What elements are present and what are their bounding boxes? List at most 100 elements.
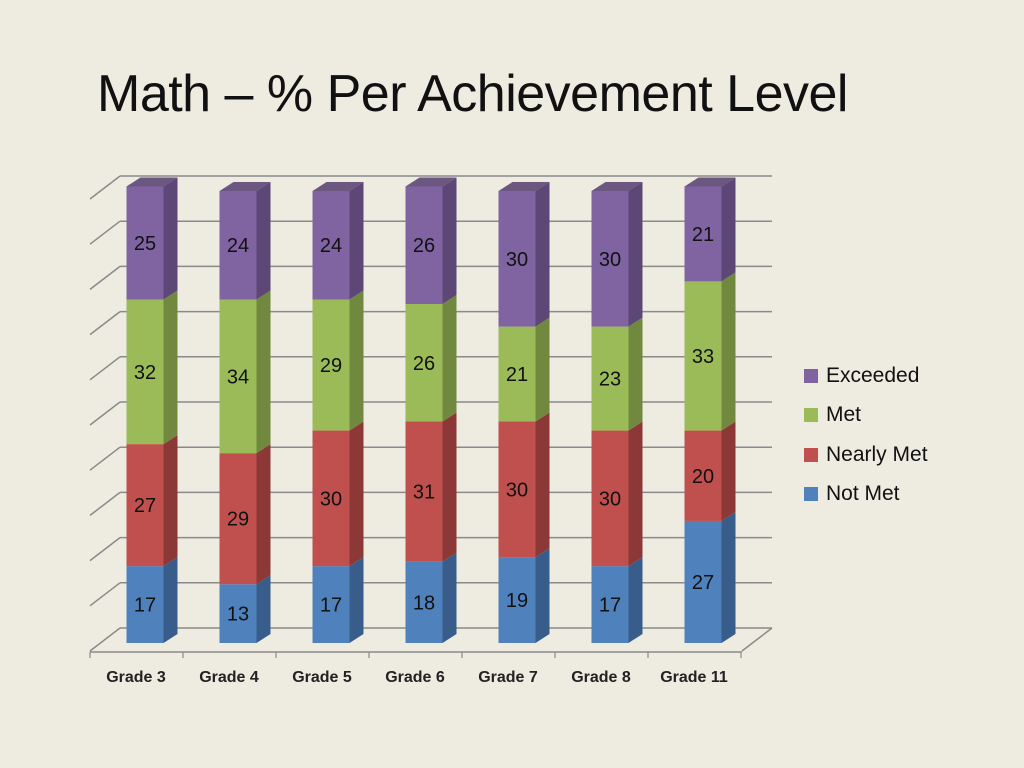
gridline-side [89, 311, 121, 336]
gridline-side [89, 582, 121, 607]
legend-label: Met [826, 403, 862, 427]
bar-top [405, 177, 457, 187]
bar-segment-met [591, 326, 629, 431]
bar-segment-not-met [591, 566, 629, 643]
bar-segment-not-met [405, 561, 443, 643]
gridline-side [89, 627, 121, 652]
data-label: 17 [134, 595, 156, 617]
bar-group-grade-3: 17 27 32 25 [126, 177, 178, 643]
bar-group-grade-8: 17 30 23 30 [591, 182, 643, 643]
gridline-side [89, 446, 121, 471]
x-tick-label: Grade 3 [106, 669, 166, 686]
bar-top [312, 182, 364, 191]
data-label: 31 [413, 482, 435, 504]
bar-group-grade-5: 17 30 29 24 [312, 182, 364, 643]
bar-top [219, 182, 271, 191]
bar-group-grade-11: 27 20 33 21 [684, 177, 736, 643]
gridline-side [89, 401, 121, 426]
bar-segment-nearly-met [312, 430, 350, 567]
data-label: 17 [599, 595, 621, 617]
data-label: 21 [692, 224, 714, 246]
bar-side [442, 552, 457, 643]
chart-legend: Exceeded Met Nearly Met Not Met [804, 356, 928, 514]
data-label: 33 [692, 346, 714, 368]
data-label: 30 [599, 488, 621, 510]
bar-segment-exceeded [126, 186, 164, 300]
data-label: 30 [320, 488, 342, 510]
bar-side [256, 182, 271, 300]
data-label: 23 [599, 369, 621, 391]
data-label: 26 [413, 235, 435, 257]
bar-side [535, 548, 550, 643]
bar-side [721, 511, 736, 643]
bar-segment-met [498, 326, 536, 422]
legend-item: Not Met [804, 475, 928, 515]
bar-side [442, 412, 457, 562]
data-label: 30 [599, 249, 621, 271]
data-label: 18 [413, 592, 435, 614]
bar-group-grade-6: 18 31 26 26 [405, 177, 457, 643]
data-label: 29 [320, 355, 342, 377]
bar-side [256, 444, 271, 585]
bar-side [256, 575, 271, 643]
legend-label: Exceeded [826, 363, 920, 387]
bar-segment-nearly-met [126, 444, 164, 567]
legend-label: Not Met [826, 482, 900, 506]
legend-swatch [804, 408, 818, 423]
bar-side [535, 412, 550, 558]
bar-segment-met [126, 299, 164, 445]
x-tick-label: Grade 4 [199, 669, 259, 686]
data-label: 17 [320, 595, 342, 617]
legend-item: Nearly Met [804, 435, 928, 475]
bar-side [349, 557, 364, 643]
data-label: 24 [320, 235, 342, 257]
bar-side [721, 421, 736, 521]
data-label: 21 [506, 364, 528, 386]
bar-segment-exceeded [498, 191, 536, 327]
data-label: 13 [227, 604, 249, 626]
floor-edge [741, 627, 773, 652]
bar-segment-met [684, 281, 722, 431]
bar-top [126, 177, 178, 187]
x-tick-label: Grade 8 [571, 669, 631, 686]
data-label: 24 [227, 235, 249, 257]
bar-side [628, 421, 643, 567]
legend-swatch [804, 447, 818, 462]
data-label: 32 [134, 362, 156, 384]
bar-side [721, 272, 736, 431]
bar-segment-nearly-met [219, 453, 257, 585]
bar-segment-exceeded [684, 186, 722, 282]
bar-segment-nearly-met [405, 421, 443, 562]
bar-segment-nearly-met [591, 430, 629, 567]
data-label: 27 [134, 495, 156, 517]
legend-item: Met [804, 396, 928, 436]
bar-side [163, 177, 178, 300]
bar-side [628, 557, 643, 643]
bar-side [163, 557, 178, 643]
bar-group-grade-7: 19 30 21 30 [498, 182, 550, 643]
bar-segment-not-met [126, 566, 164, 643]
bar-side [535, 317, 550, 422]
bar-segment-met [219, 299, 257, 454]
data-label: 25 [134, 233, 156, 255]
bar-top [498, 182, 550, 191]
bar-segment-exceeded [219, 191, 257, 300]
legend-item: Exceeded [804, 356, 928, 396]
data-label: 29 [227, 509, 249, 531]
bar-segment-not-met [684, 520, 722, 643]
bar-side [442, 295, 457, 422]
gridline-side [89, 265, 121, 290]
bar-segment-not-met [219, 584, 257, 643]
legend-swatch [804, 487, 818, 502]
bar-side [721, 177, 736, 282]
x-tick-label: Grade 11 [660, 669, 728, 686]
gridline-side [89, 537, 121, 562]
bar-side [163, 435, 178, 567]
data-label: 34 [227, 366, 249, 388]
slide-title: Math – % Per Achievement Level [97, 65, 848, 123]
x-tick-label: Grade 7 [478, 669, 538, 686]
data-label: 26 [413, 353, 435, 375]
bar-top [684, 177, 736, 187]
bar-segment-met [312, 299, 350, 431]
